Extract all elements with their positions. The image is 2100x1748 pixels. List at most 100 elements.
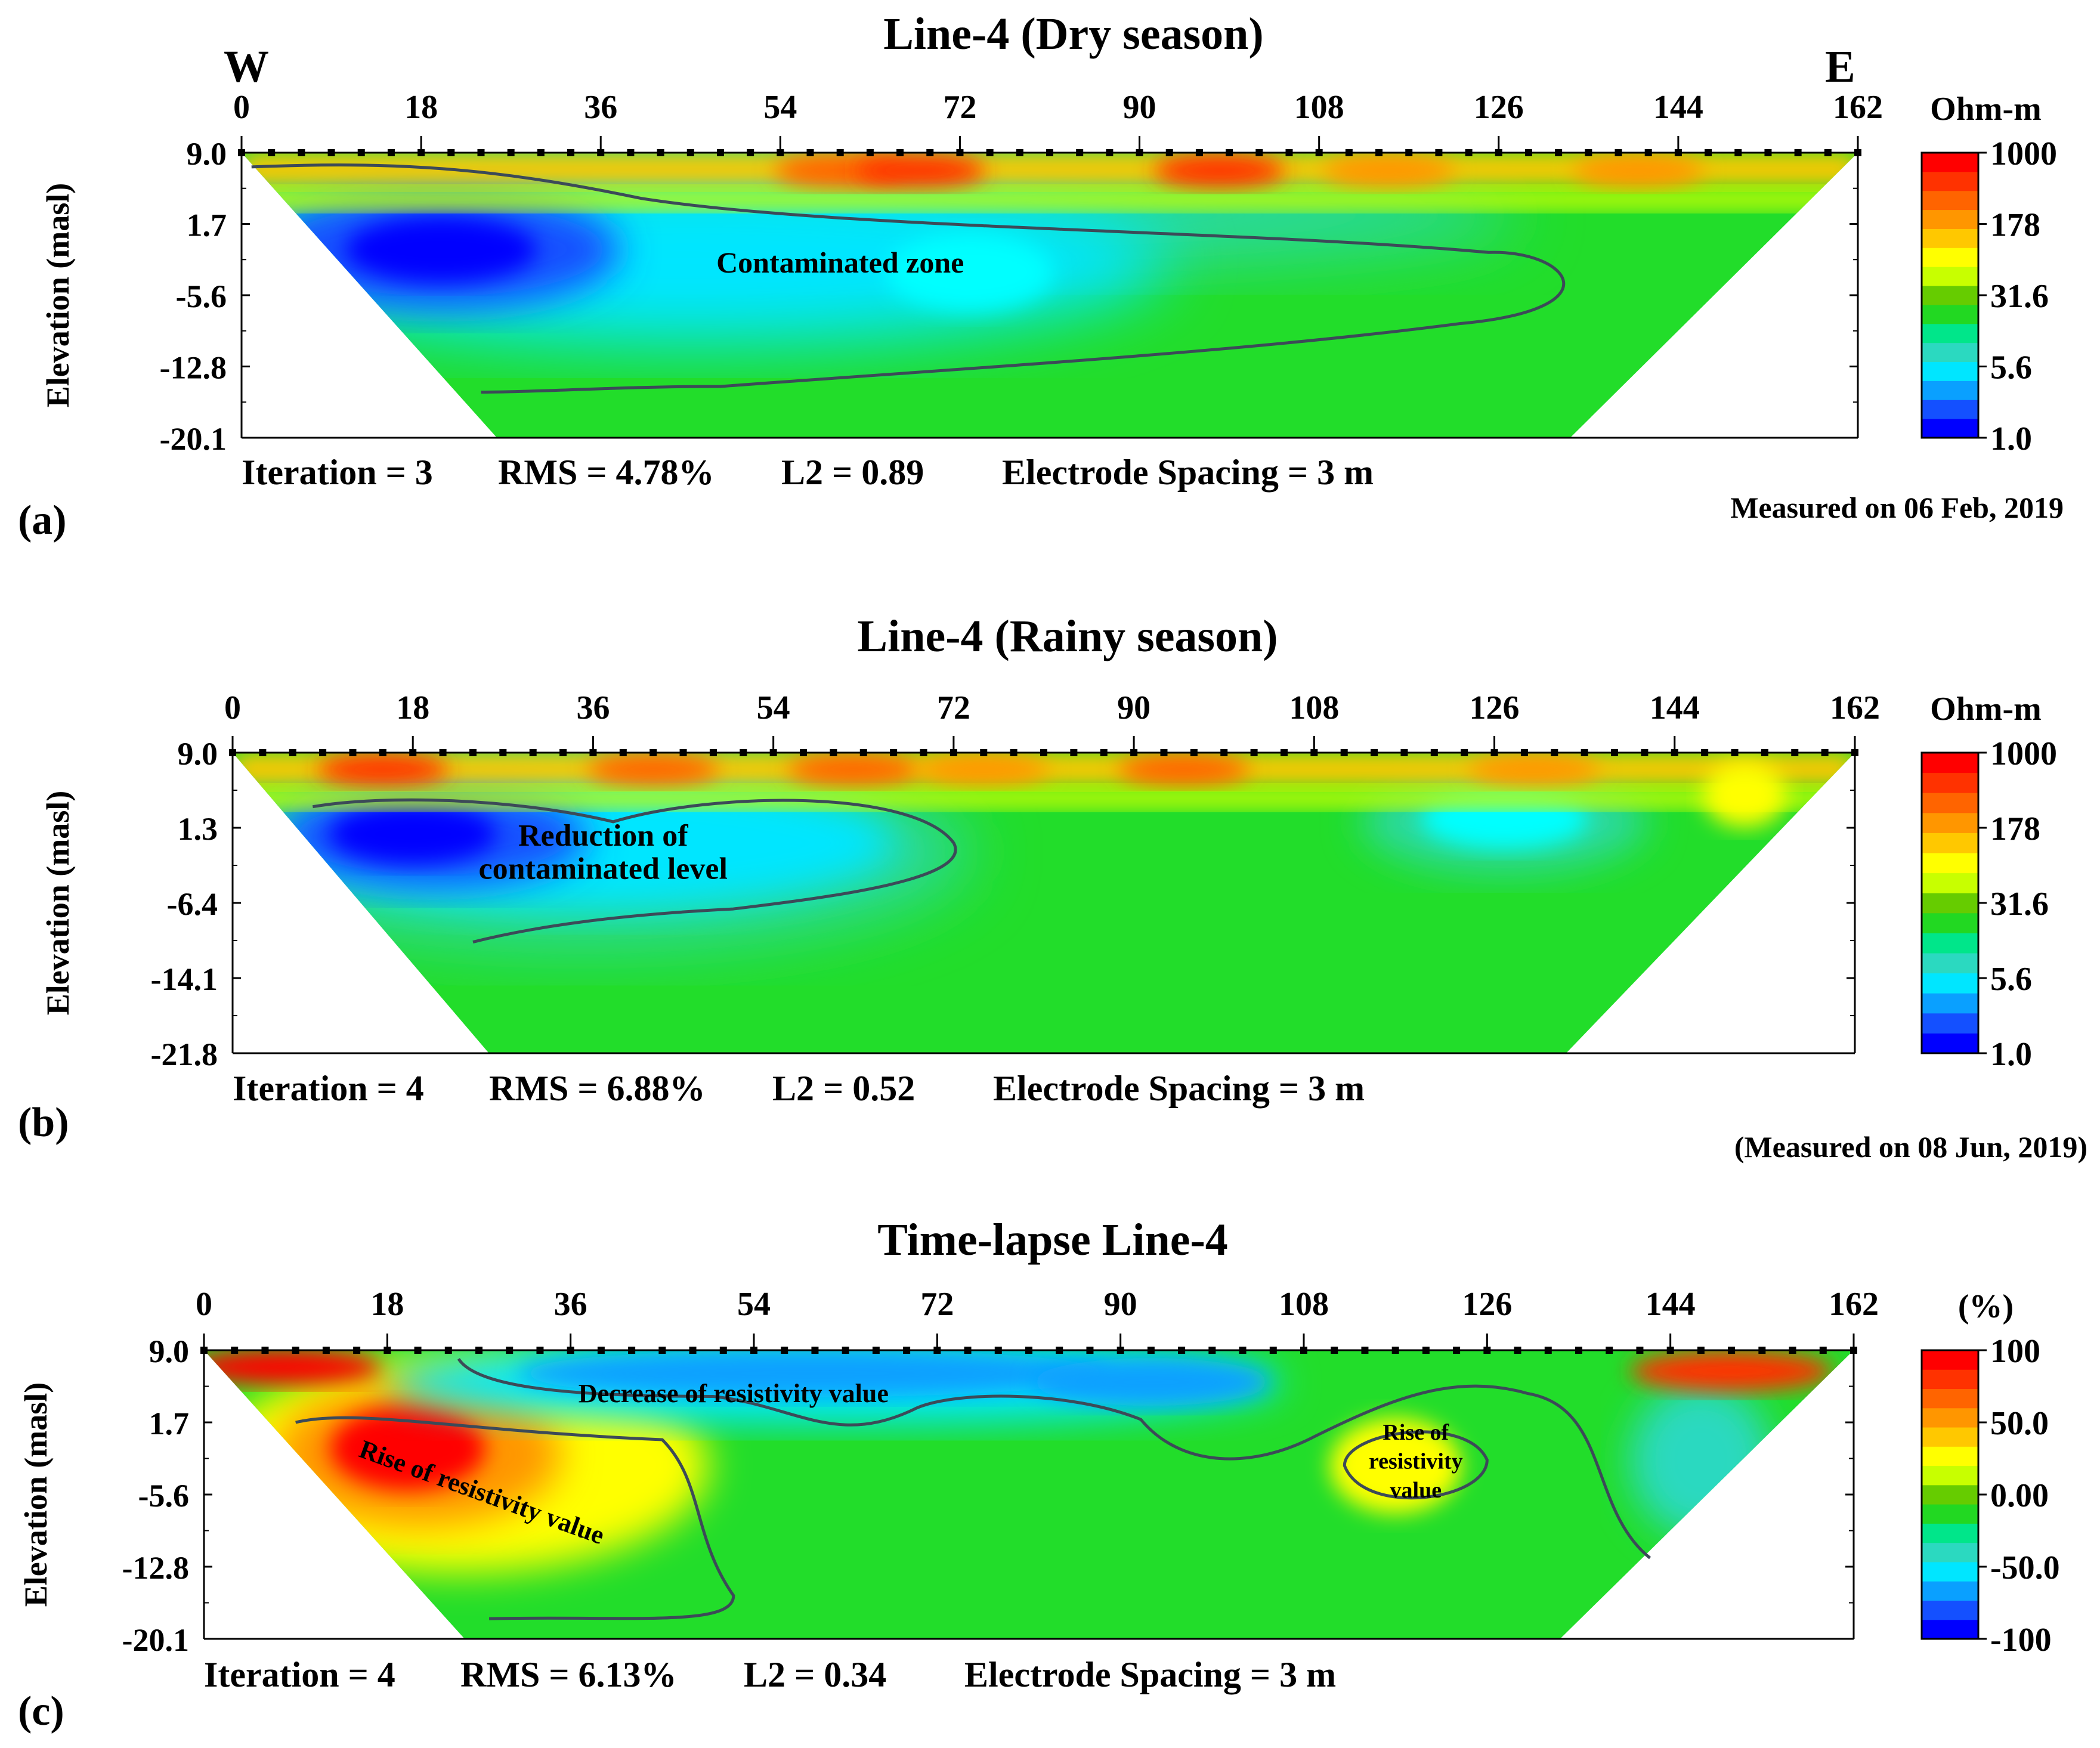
electrode-marker xyxy=(1794,149,1802,156)
x-tick-label: 162 xyxy=(1830,689,1880,726)
electrode-marker xyxy=(1791,749,1799,756)
electrode-marker xyxy=(1641,749,1649,756)
section-color-blob xyxy=(517,1350,1114,1397)
electrode-marker xyxy=(1465,149,1473,156)
electrode-marker xyxy=(920,749,927,756)
electrode-marker xyxy=(1705,149,1712,156)
colorbar-segment xyxy=(1922,993,1978,1014)
stat-rms: RMS = 6.13% xyxy=(460,1655,677,1694)
colorbar-segment xyxy=(1922,304,1978,324)
colorbar-segment xyxy=(1922,419,1978,438)
y-tick-label: -21.8 xyxy=(151,1037,218,1072)
electrode-marker xyxy=(444,1347,452,1354)
panel-a: Line-4 (Dry season) W E 0 18 36 54 72 90 108 126 14… xyxy=(18,9,2064,543)
electrode-marker xyxy=(1520,749,1528,756)
x-tick-label: 18 xyxy=(396,689,429,726)
colorbar-segment xyxy=(1922,1427,1978,1447)
electrode-marker xyxy=(896,149,904,156)
electrode-marker xyxy=(964,1347,972,1354)
electrode-marker xyxy=(1435,149,1443,156)
stat-electrode-spacing: Electrode Spacing = 3 m xyxy=(964,1655,1336,1694)
x-tick-label: 72 xyxy=(937,689,970,726)
panel-label: (a) xyxy=(18,497,67,543)
section-color-blob xyxy=(787,754,919,785)
contour-line xyxy=(312,798,957,943)
electrode-marker xyxy=(292,1347,299,1354)
electrode-marker xyxy=(1761,749,1768,756)
colorbar-segment xyxy=(1922,1600,1978,1620)
electrode-marker xyxy=(747,149,754,156)
colorbar-segment xyxy=(1922,912,1978,933)
electrode-marker xyxy=(414,1347,422,1354)
section-color-blob xyxy=(886,233,1054,311)
colorbar: 1000 178 31.6 5.6 1.0 Ohm-m xyxy=(1920,91,2057,457)
electrode-marker xyxy=(1575,1347,1582,1354)
electrode-marker xyxy=(872,1347,880,1354)
electrode-marker xyxy=(1400,749,1408,756)
x-tick-label: 36 xyxy=(584,89,617,126)
electrode-marker xyxy=(1819,1347,1827,1354)
electrode-marker xyxy=(903,1347,911,1354)
colorbar-tick-label: 0.00 xyxy=(1990,1477,2049,1514)
electrode-marker xyxy=(686,149,694,156)
contour-line xyxy=(1343,1430,1489,1500)
x-tick-label: 126 xyxy=(1462,1286,1512,1323)
colorbar-segment xyxy=(1922,833,1978,853)
colorbar-segment xyxy=(1922,286,1978,305)
y-tick-label: 1.7 xyxy=(149,1406,190,1441)
x-tick-label: 90 xyxy=(1123,89,1156,126)
stat-l2: L2 = 0.52 xyxy=(772,1069,915,1108)
electrode-marker xyxy=(1391,1347,1399,1354)
colorbar-segment xyxy=(1922,793,1978,813)
colorbar-segment xyxy=(1922,361,1978,381)
electrode-marker xyxy=(679,749,687,756)
electrode-marker xyxy=(657,149,664,156)
colorbar-unit: Ohm-m xyxy=(1930,691,2042,728)
contour-line xyxy=(251,163,1566,394)
x-tick-label: 54 xyxy=(757,689,790,726)
x-tick-label: 18 xyxy=(404,89,438,126)
x-tick-label: 72 xyxy=(943,89,976,126)
electrode-marker xyxy=(1422,1347,1430,1354)
electrode-marker xyxy=(1611,749,1619,756)
electrode-marker xyxy=(926,149,934,156)
resistivity-section xyxy=(233,753,1855,1053)
colorbar-segment xyxy=(1922,873,1978,893)
electrode-marker xyxy=(811,1347,819,1354)
colorbar-segment xyxy=(1922,973,1978,994)
stat-electrode-spacing: Electrode Spacing = 3 m xyxy=(1002,453,1374,492)
colorbar-segment xyxy=(1922,893,1978,914)
electrode-marker xyxy=(231,1347,239,1354)
electrode-marker xyxy=(1331,1347,1338,1354)
x-tick-label: 144 xyxy=(1650,689,1700,726)
x-tick-label: 108 xyxy=(1289,689,1339,726)
measurement-date: (Measured on 08 Jun, 2019) xyxy=(1734,1130,2087,1164)
x-tick-label: 162 xyxy=(1833,89,1883,126)
y-axis-label: Elevation (masl) xyxy=(18,1382,54,1607)
x-tick-label: 126 xyxy=(1474,89,1524,126)
electrode-marker xyxy=(1636,1347,1644,1354)
electrode-marker xyxy=(1789,1347,1796,1354)
electrode-marker xyxy=(1361,1347,1369,1354)
electrode-marker xyxy=(1285,149,1293,156)
y-tick-label: -20.1 xyxy=(160,421,227,457)
electrode-marker xyxy=(319,749,327,756)
y-tick-label: -14.1 xyxy=(151,961,218,997)
colorbar-segment xyxy=(1922,1369,1978,1390)
colorbar-segment xyxy=(1922,812,1978,833)
colorbar-segment xyxy=(1922,342,1978,363)
electrode-marker xyxy=(289,749,296,756)
electrode-marker xyxy=(1615,149,1622,156)
electrode-marker xyxy=(842,1347,849,1354)
electrode-marker xyxy=(800,749,808,756)
colorbar-tick-label: -100 xyxy=(1990,1622,2052,1659)
west-label: W xyxy=(224,42,269,92)
colorbar-segment xyxy=(1922,1484,1978,1505)
electrode-marker xyxy=(529,749,537,756)
colorbar-segment xyxy=(1922,323,1978,344)
colorbar-segment xyxy=(1922,153,1978,172)
measurement-date: Measured on 06 Feb, 2019 xyxy=(1730,491,2064,524)
electrode-marker xyxy=(1524,149,1532,156)
electrode-marker xyxy=(836,149,844,156)
electrode-marker xyxy=(1697,1347,1705,1354)
